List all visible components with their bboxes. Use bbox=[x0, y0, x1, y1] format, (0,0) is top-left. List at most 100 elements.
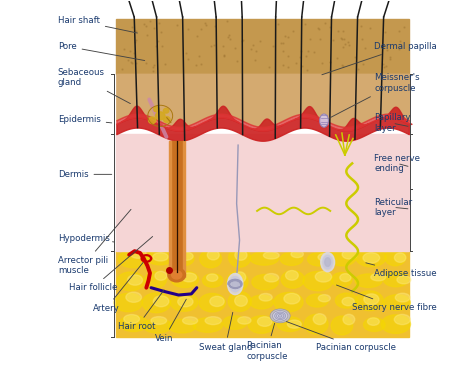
Ellipse shape bbox=[228, 273, 243, 295]
Ellipse shape bbox=[234, 272, 246, 283]
Text: Hypodermis: Hypodermis bbox=[58, 234, 115, 243]
Ellipse shape bbox=[355, 274, 382, 287]
Ellipse shape bbox=[276, 313, 284, 319]
Ellipse shape bbox=[170, 293, 198, 311]
Ellipse shape bbox=[281, 270, 304, 288]
Ellipse shape bbox=[287, 320, 301, 328]
Ellipse shape bbox=[356, 248, 386, 267]
Ellipse shape bbox=[356, 291, 383, 310]
Ellipse shape bbox=[228, 292, 251, 312]
Ellipse shape bbox=[207, 274, 218, 281]
Ellipse shape bbox=[383, 295, 410, 310]
Ellipse shape bbox=[151, 317, 167, 324]
Ellipse shape bbox=[397, 276, 411, 284]
Ellipse shape bbox=[227, 272, 248, 291]
Ellipse shape bbox=[313, 314, 326, 324]
Text: Papillary
layer: Papillary layer bbox=[374, 113, 410, 133]
Ellipse shape bbox=[323, 255, 332, 269]
Ellipse shape bbox=[291, 250, 303, 258]
Ellipse shape bbox=[321, 252, 335, 272]
Text: Vein: Vein bbox=[155, 299, 186, 344]
Ellipse shape bbox=[394, 253, 406, 262]
Ellipse shape bbox=[325, 258, 330, 266]
Ellipse shape bbox=[207, 250, 219, 260]
Ellipse shape bbox=[364, 318, 385, 331]
Ellipse shape bbox=[232, 279, 238, 289]
Ellipse shape bbox=[259, 294, 272, 301]
Ellipse shape bbox=[182, 317, 198, 324]
Ellipse shape bbox=[381, 315, 410, 334]
Ellipse shape bbox=[164, 117, 170, 123]
Ellipse shape bbox=[235, 250, 247, 260]
Ellipse shape bbox=[308, 252, 332, 266]
Ellipse shape bbox=[223, 316, 247, 329]
Ellipse shape bbox=[235, 295, 247, 306]
Text: Sebaceous
gland: Sebaceous gland bbox=[58, 68, 130, 103]
Ellipse shape bbox=[148, 117, 156, 124]
Ellipse shape bbox=[284, 293, 300, 304]
Ellipse shape bbox=[168, 268, 185, 282]
Polygon shape bbox=[116, 134, 409, 251]
Ellipse shape bbox=[154, 107, 159, 112]
Ellipse shape bbox=[118, 250, 147, 268]
Ellipse shape bbox=[168, 251, 194, 266]
Ellipse shape bbox=[171, 271, 199, 287]
Text: Epidermis: Epidermis bbox=[58, 115, 112, 124]
Text: Pacinian corpuscle: Pacinian corpuscle bbox=[286, 321, 396, 352]
Ellipse shape bbox=[332, 273, 352, 287]
Ellipse shape bbox=[114, 293, 143, 312]
Text: Artery: Artery bbox=[92, 262, 143, 313]
Ellipse shape bbox=[205, 317, 221, 325]
Ellipse shape bbox=[238, 317, 251, 324]
Ellipse shape bbox=[252, 275, 278, 290]
Ellipse shape bbox=[250, 295, 273, 309]
Ellipse shape bbox=[385, 249, 406, 266]
Ellipse shape bbox=[394, 315, 410, 325]
Ellipse shape bbox=[248, 316, 274, 333]
Ellipse shape bbox=[395, 293, 410, 302]
Ellipse shape bbox=[319, 114, 328, 127]
Ellipse shape bbox=[130, 249, 146, 258]
Ellipse shape bbox=[285, 270, 298, 280]
Text: Hair follicle: Hair follicle bbox=[69, 236, 153, 292]
Ellipse shape bbox=[367, 318, 379, 326]
Ellipse shape bbox=[319, 295, 330, 302]
Ellipse shape bbox=[274, 312, 286, 320]
Ellipse shape bbox=[210, 296, 224, 306]
Text: Dermal papilla: Dermal papilla bbox=[322, 42, 437, 75]
Ellipse shape bbox=[273, 310, 288, 321]
Ellipse shape bbox=[172, 271, 182, 279]
Ellipse shape bbox=[178, 297, 193, 307]
Text: Adipose tissue: Adipose tissue bbox=[366, 263, 437, 277]
Polygon shape bbox=[116, 19, 409, 74]
Ellipse shape bbox=[230, 276, 241, 292]
Ellipse shape bbox=[371, 273, 386, 281]
Ellipse shape bbox=[318, 254, 331, 261]
Ellipse shape bbox=[228, 248, 251, 267]
Ellipse shape bbox=[315, 272, 332, 282]
Text: Hair shaft: Hair shaft bbox=[58, 16, 137, 33]
Ellipse shape bbox=[128, 275, 143, 285]
Ellipse shape bbox=[343, 314, 355, 325]
Ellipse shape bbox=[164, 108, 169, 113]
Ellipse shape bbox=[340, 274, 351, 281]
Ellipse shape bbox=[146, 250, 174, 265]
Ellipse shape bbox=[363, 253, 380, 263]
Ellipse shape bbox=[155, 271, 167, 280]
Ellipse shape bbox=[270, 309, 290, 323]
Ellipse shape bbox=[304, 314, 328, 334]
Ellipse shape bbox=[264, 273, 279, 282]
Text: Dermis: Dermis bbox=[58, 170, 112, 179]
Text: Pore: Pore bbox=[58, 42, 145, 61]
Ellipse shape bbox=[277, 317, 302, 331]
Ellipse shape bbox=[257, 317, 272, 326]
Text: Arrector pili
muscle: Arrector pili muscle bbox=[58, 210, 131, 276]
Ellipse shape bbox=[168, 319, 196, 333]
Ellipse shape bbox=[145, 272, 166, 288]
Text: Pacinian
corpuscle: Pacinian corpuscle bbox=[246, 323, 288, 361]
Text: Sweat gland: Sweat gland bbox=[199, 312, 252, 352]
Ellipse shape bbox=[342, 250, 357, 259]
Ellipse shape bbox=[278, 315, 282, 317]
Ellipse shape bbox=[142, 293, 171, 313]
Text: Hair root: Hair root bbox=[118, 290, 164, 331]
